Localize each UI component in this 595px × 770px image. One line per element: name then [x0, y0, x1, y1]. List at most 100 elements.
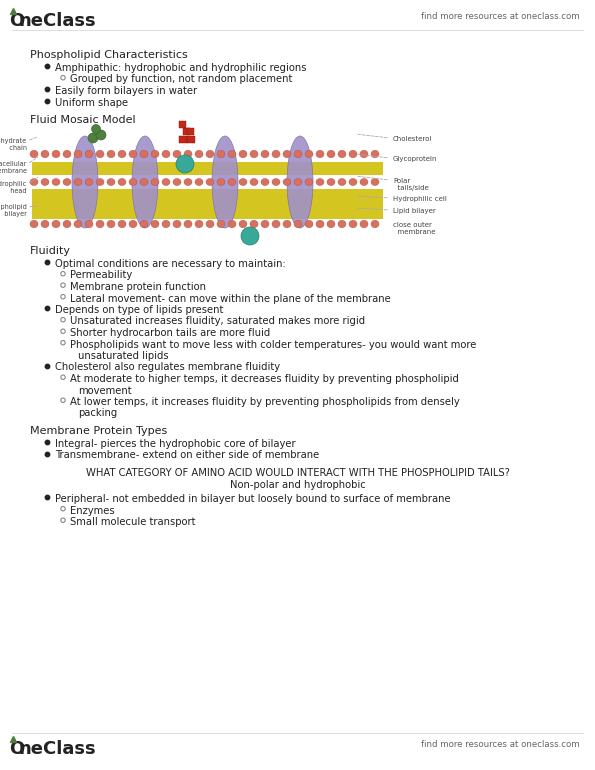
Ellipse shape — [283, 220, 291, 228]
Text: close outer: close outer — [393, 222, 432, 228]
Text: Phospholipid Characteristics: Phospholipid Characteristics — [30, 50, 188, 60]
Ellipse shape — [228, 150, 236, 158]
Ellipse shape — [239, 150, 247, 158]
Ellipse shape — [261, 179, 269, 186]
Circle shape — [61, 375, 65, 380]
Ellipse shape — [132, 136, 158, 228]
Ellipse shape — [360, 150, 368, 158]
Ellipse shape — [195, 179, 203, 186]
Ellipse shape — [228, 179, 236, 186]
Circle shape — [61, 507, 65, 511]
Ellipse shape — [195, 150, 203, 158]
Ellipse shape — [371, 150, 379, 158]
Ellipse shape — [173, 179, 181, 186]
Ellipse shape — [52, 179, 60, 186]
Text: Depends on type of lipids present: Depends on type of lipids present — [55, 305, 223, 315]
Text: O: O — [9, 12, 24, 30]
Ellipse shape — [118, 220, 126, 228]
Circle shape — [61, 398, 65, 403]
Circle shape — [61, 518, 65, 522]
Ellipse shape — [327, 150, 335, 158]
Ellipse shape — [107, 179, 115, 186]
Ellipse shape — [294, 150, 302, 158]
Ellipse shape — [206, 150, 214, 158]
Ellipse shape — [195, 220, 203, 228]
Ellipse shape — [162, 150, 170, 158]
Ellipse shape — [74, 179, 82, 186]
Ellipse shape — [41, 150, 49, 158]
Circle shape — [61, 329, 65, 333]
Text: Small molecule transport: Small molecule transport — [70, 517, 196, 527]
Text: find more resources at oneclass.com: find more resources at oneclass.com — [421, 12, 580, 21]
Text: movement: movement — [78, 386, 131, 396]
Ellipse shape — [239, 179, 247, 186]
Text: neClass: neClass — [18, 740, 96, 758]
Ellipse shape — [173, 150, 181, 158]
Text: Peripheral- not embedded in bilayer but loosely bound to surface of membrane: Peripheral- not embedded in bilayer but … — [55, 494, 450, 504]
Ellipse shape — [140, 150, 148, 158]
Text: Integral- pierces the hydrophobic core of bilayer: Integral- pierces the hydrophobic core o… — [55, 439, 296, 449]
Text: Transmembrane- extend on either side of membrane: Transmembrane- extend on either side of … — [55, 450, 320, 460]
Ellipse shape — [151, 150, 159, 158]
Ellipse shape — [272, 150, 280, 158]
Text: Lateral movement- can move within the plane of the membrane: Lateral movement- can move within the pl… — [70, 293, 391, 303]
Ellipse shape — [272, 220, 280, 228]
Ellipse shape — [96, 220, 104, 228]
Ellipse shape — [63, 220, 71, 228]
Ellipse shape — [360, 179, 368, 186]
Ellipse shape — [107, 150, 115, 158]
Circle shape — [176, 155, 194, 173]
Circle shape — [241, 227, 259, 245]
Ellipse shape — [151, 179, 159, 186]
Ellipse shape — [162, 179, 170, 186]
Ellipse shape — [349, 179, 357, 186]
Ellipse shape — [41, 220, 49, 228]
Text: At lower temps, it increases fluidity by preventing phospholipids from densely: At lower temps, it increases fluidity by… — [70, 397, 460, 407]
Ellipse shape — [316, 220, 324, 228]
Text: Non-polar and hydrophobic: Non-polar and hydrophobic — [230, 480, 366, 490]
Ellipse shape — [184, 220, 192, 228]
Ellipse shape — [239, 220, 247, 228]
Ellipse shape — [294, 220, 302, 228]
Text: Uniform shape: Uniform shape — [55, 98, 128, 108]
Ellipse shape — [371, 179, 379, 186]
Text: Membrane protein function: Membrane protein function — [70, 282, 206, 292]
Bar — [179, 121, 186, 128]
Ellipse shape — [107, 220, 115, 228]
Ellipse shape — [316, 150, 324, 158]
Text: Lipid bilayer: Lipid bilayer — [393, 208, 436, 214]
Ellipse shape — [327, 179, 335, 186]
Ellipse shape — [261, 150, 269, 158]
Ellipse shape — [52, 220, 60, 228]
Text: Extracellular
 membrane: Extracellular membrane — [0, 161, 27, 174]
Ellipse shape — [41, 179, 49, 186]
Text: Membrane Protein Types: Membrane Protein Types — [30, 426, 167, 436]
Circle shape — [61, 272, 65, 276]
Text: Optimal conditions are necessary to maintain:: Optimal conditions are necessary to main… — [55, 259, 286, 269]
Bar — [183, 128, 190, 135]
Ellipse shape — [30, 179, 38, 186]
Ellipse shape — [287, 136, 313, 228]
Ellipse shape — [217, 150, 225, 158]
Text: Cholesterol: Cholesterol — [393, 136, 433, 142]
Text: Glycoprotein: Glycoprotein — [393, 156, 437, 162]
Ellipse shape — [250, 179, 258, 186]
Ellipse shape — [250, 150, 258, 158]
Ellipse shape — [63, 150, 71, 158]
Ellipse shape — [162, 220, 170, 228]
Ellipse shape — [305, 150, 313, 158]
Ellipse shape — [118, 150, 126, 158]
Ellipse shape — [140, 179, 148, 186]
Ellipse shape — [283, 179, 291, 186]
Text: WHAT CATEGORY OF AMINO ACID WOULD INTERACT WITH THE PHOSPHOLIPID TAILS?: WHAT CATEGORY OF AMINO ACID WOULD INTERA… — [86, 468, 510, 478]
Ellipse shape — [206, 179, 214, 186]
Ellipse shape — [96, 150, 104, 158]
Text: Hydrophilic
  head: Hydrophilic head — [0, 181, 27, 194]
Ellipse shape — [206, 220, 214, 228]
Text: neClass: neClass — [18, 12, 96, 30]
Ellipse shape — [250, 220, 258, 228]
Ellipse shape — [371, 220, 379, 228]
Ellipse shape — [184, 150, 192, 158]
Ellipse shape — [129, 220, 137, 228]
Circle shape — [61, 294, 65, 299]
